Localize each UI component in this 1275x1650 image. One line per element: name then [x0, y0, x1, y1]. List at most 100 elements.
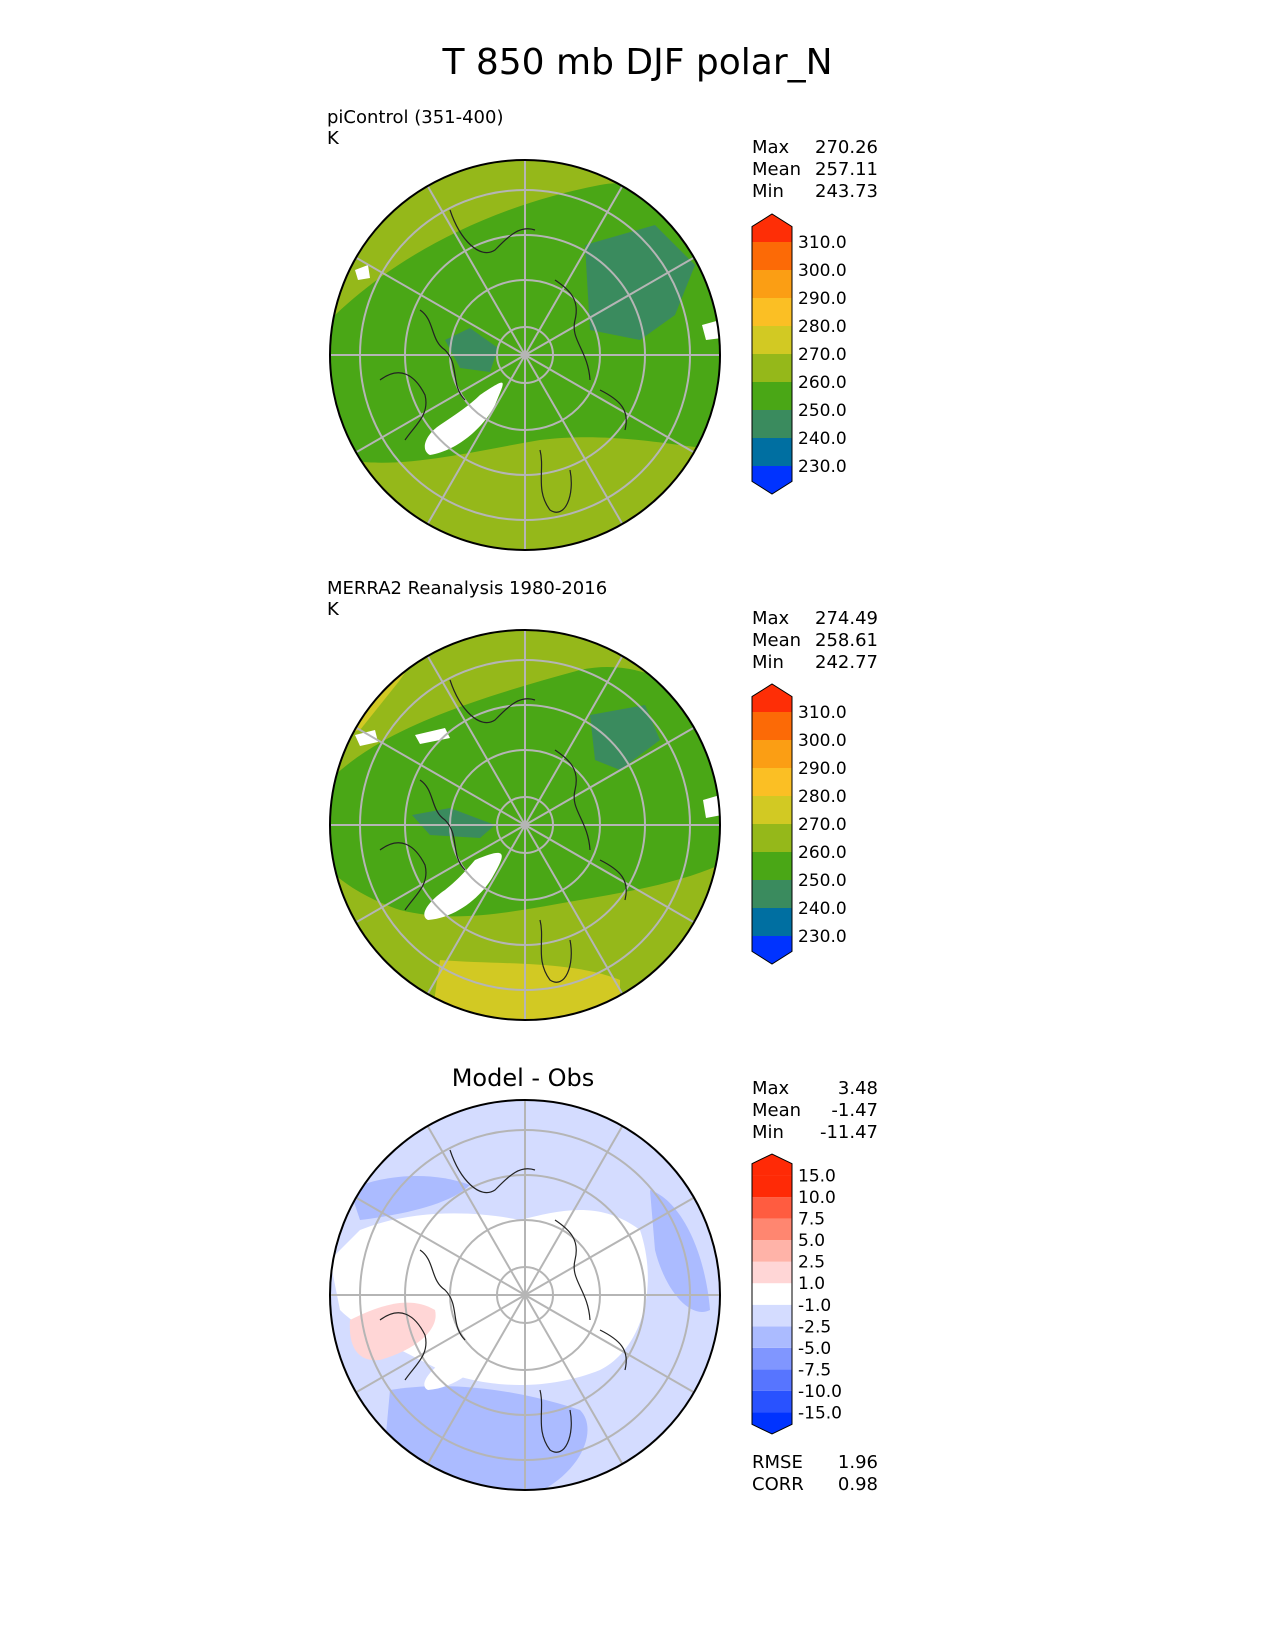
colorbar-segment	[752, 824, 792, 852]
diff-metrics: RMSE 1.96 CORR 0.98	[752, 1452, 878, 1496]
colorbar-tick-label: -2.5	[798, 1317, 831, 1337]
colorbar-segment	[752, 768, 792, 796]
colorbar-tick-label: 240.0	[798, 429, 847, 449]
colorbar-tick-label: 250.0	[798, 401, 847, 421]
colorbar-segment	[752, 1240, 792, 1262]
test-panel-title-line1: piControl (351-400)	[327, 107, 504, 128]
colorbar-segment	[752, 270, 792, 298]
ref-panel-title: MERRA2 Reanalysis 1980-2016 K	[327, 578, 607, 620]
figure-title: T 850 mb DJF polar_N	[442, 42, 833, 83]
coastlines	[379, 679, 627, 983]
test-colorbar: 310.0 300.0 290.0 280.0 270.0 260.0 250.0 240.0…	[751, 213, 847, 495]
ref-polar-map	[329, 629, 721, 1021]
colorbar-tick-label: -15.0	[798, 1403, 842, 1423]
colorbar-segment	[752, 298, 792, 326]
colorbar-segment	[752, 1347, 792, 1370]
colorbar-outline	[751, 213, 793, 495]
map-boundary	[329, 629, 721, 1021]
colorbar-segment	[752, 1175, 792, 1198]
colorbar-segment	[752, 1326, 792, 1348]
map-region-positive	[349, 1302, 436, 1361]
map-land-mask	[415, 728, 450, 744]
colorbar-tick-label: 10.0	[798, 1188, 836, 1208]
colorbar-segment	[752, 936, 792, 964]
colorbar-segment	[752, 1218, 792, 1241]
stat-value-min: 242.77	[815, 652, 878, 673]
metric-value-corr: 0.98	[837, 1474, 878, 1495]
stat-label: Min	[752, 181, 784, 202]
diff-colorbar: 15.010.07.55.02.51.0-1.0-2.5-5.0-7.5-10.…	[751, 1153, 842, 1435]
colorbar-tick-label: -1.0	[798, 1296, 831, 1316]
map-region-negative	[350, 1175, 470, 1220]
colorbar-tick-label: 270.0	[798, 815, 847, 835]
metric-label: RMSE	[752, 1452, 803, 1473]
stat-label: Max	[752, 137, 790, 158]
graticule	[330, 160, 720, 550]
coastlines	[379, 1149, 627, 1453]
test-stats: Max 270.26 Mean 257.11 Min 243.73	[752, 137, 878, 203]
colorbar-segment	[752, 438, 792, 466]
stat-label: Mean	[752, 1100, 802, 1121]
test-panel-units: K	[327, 128, 339, 149]
stat-label: Min	[752, 1122, 784, 1143]
colorbar-segment	[752, 1304, 792, 1327]
colorbar-tick-label: 310.0	[798, 703, 847, 723]
colorbar-tick-label: -5.0	[798, 1339, 831, 1359]
colorbar-tick-label: 280.0	[798, 317, 847, 337]
diff-panel-title: Model - Obs	[451, 1064, 595, 1092]
map-land-mask	[355, 265, 370, 280]
colorbar-segment	[752, 214, 792, 242]
colorbar-tick-label: 1.0	[798, 1274, 825, 1294]
map-boundary	[329, 159, 721, 551]
map-region-250	[585, 225, 695, 340]
colorbar-segment	[752, 326, 792, 354]
colorbar-segment	[752, 740, 792, 768]
colorbar-segment	[752, 1261, 792, 1284]
ref-colorbar: 310.0 300.0 290.0 280.0 270.0 260.0 250.0 240.0…	[751, 683, 847, 965]
colorbar-segment	[752, 712, 792, 740]
stat-label: Mean	[752, 159, 802, 180]
colorbar-segment	[752, 1283, 792, 1305]
stat-value-max: 3.48	[837, 1078, 878, 1099]
colorbar-segment	[752, 410, 792, 438]
colorbar-tick-label: 5.0	[798, 1231, 825, 1251]
colorbar-tick-label: 230.0	[798, 927, 847, 947]
map-land-mask	[424, 1322, 502, 1390]
colorbar-segment	[752, 796, 792, 824]
map-region-250	[590, 705, 660, 770]
map-land-mask	[424, 852, 502, 920]
colorbar-tick-label: -7.5	[798, 1360, 831, 1380]
map-region-250	[445, 328, 498, 372]
colorbar-tick-label: 300.0	[798, 261, 847, 281]
colorbar-tick-label: 260.0	[798, 373, 847, 393]
ref-panel-units: K	[327, 599, 339, 620]
colorbar-tick-label: 230.0	[798, 457, 847, 477]
map-land-mask	[424, 382, 503, 455]
map-land-mask	[355, 730, 378, 746]
colorbar-outline	[751, 1153, 793, 1435]
colorbar-tick-label: 290.0	[798, 289, 847, 309]
colorbar-segment	[752, 1197, 792, 1219]
stat-value-mean: -1.47	[831, 1100, 878, 1121]
colorbar-tick-label: 7.5	[798, 1210, 825, 1230]
colorbar-tick-label: 280.0	[798, 787, 847, 807]
map-region-negative	[650, 1190, 710, 1312]
graticule	[330, 630, 720, 1020]
stat-value-mean: 257.11	[815, 159, 878, 180]
colorbar-tick-label: 15.0	[798, 1167, 836, 1187]
colorbar-segment	[752, 880, 792, 908]
stat-value-max: 270.26	[815, 137, 878, 158]
colorbar-segment	[752, 382, 792, 410]
metric-value-rmse: 1.96	[837, 1452, 878, 1473]
test-panel-title: piControl (351-400) K	[327, 107, 503, 149]
colorbar-outline	[751, 683, 793, 965]
colorbar-segment	[752, 354, 792, 382]
stat-label: Min	[752, 652, 784, 673]
map-land-mask	[703, 795, 720, 818]
stat-value-mean: 258.61	[815, 630, 878, 651]
colorbar-segment	[752, 1369, 792, 1391]
stat-label: Max	[752, 608, 790, 629]
colorbar-segment	[752, 1390, 792, 1413]
stat-label: Max	[752, 1078, 790, 1099]
stat-value-min: -11.47	[819, 1122, 878, 1143]
